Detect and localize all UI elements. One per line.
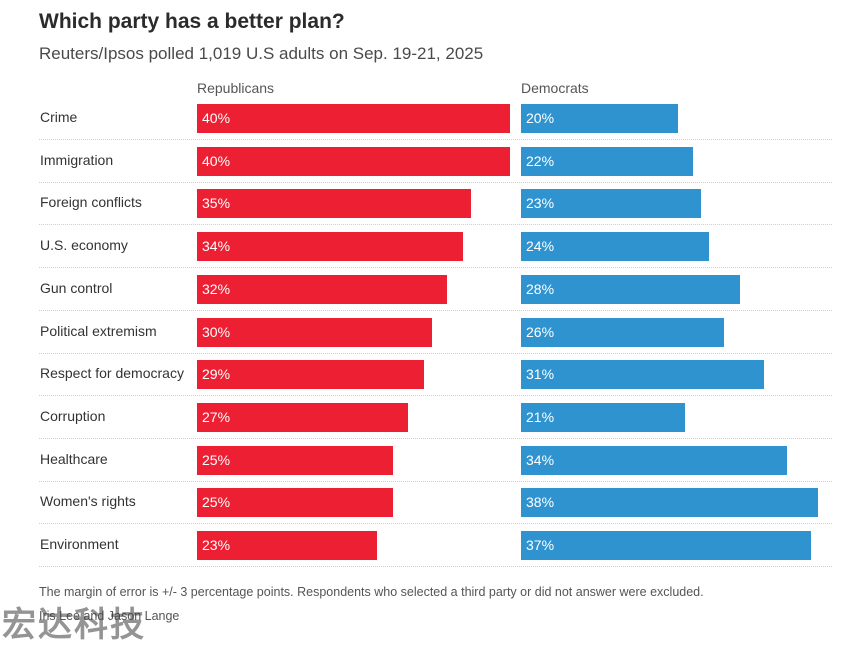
bar-value-label: 25%	[202, 494, 231, 511]
chart-row: Foreign conflicts 35% 23%	[39, 182, 832, 226]
column-header-democrats: Democrats	[521, 80, 589, 96]
footnote: The margin of error is +/- 3 percentage …	[39, 585, 704, 599]
bar-democrats: 37%	[521, 531, 811, 560]
category-label: Political extremism	[40, 322, 157, 339]
bar-value-label: 31%	[526, 366, 555, 383]
bar-republicans: 27%	[197, 402, 409, 432]
bar-value-label: 24%	[526, 238, 555, 255]
bar-democrats: 31%	[521, 360, 764, 390]
chart-row: U.S. economy 34% 24%	[39, 225, 832, 269]
bar-value-label: 27%	[202, 408, 231, 425]
chart-subtitle: Reuters/Ipsos polled 1,019 U.S adults on…	[39, 44, 484, 63]
category-label: U.S. economy	[40, 237, 128, 254]
column-header-republicans: Republicans	[197, 80, 275, 96]
bar-value-label: 30%	[202, 323, 231, 340]
bar-value-label: 21%	[526, 408, 555, 425]
category-label: Crime	[40, 109, 78, 125]
category-label: Environment	[40, 536, 119, 552]
bar-republicans: 40%	[197, 146, 510, 176]
bar-democrats: 24%	[521, 232, 709, 262]
bar-republicans: 29%	[197, 360, 424, 390]
bar-republicans: 35%	[197, 189, 471, 219]
bar-value-label: 38%	[526, 494, 555, 511]
bar-value-label: 28%	[526, 280, 555, 297]
bar-republicans: 25%	[197, 488, 393, 518]
watermark: 宏达科技	[2, 606, 146, 644]
chart-title: Which party has a better plan?	[39, 10, 345, 33]
category-label: Respect for democracy	[40, 365, 184, 382]
category-label: Gun control	[40, 279, 113, 296]
chart-row: Women's rights 25% 38%	[39, 481, 832, 525]
bar-value-label: 35%	[202, 195, 231, 212]
bar-value-label: 23%	[202, 537, 231, 553]
bar-republicans: 40%	[197, 104, 510, 133]
bar-value-label: 34%	[202, 238, 231, 255]
bar-democrats: 23%	[521, 189, 701, 219]
bar-democrats: 22%	[521, 146, 694, 176]
category-label: Healthcare	[40, 450, 108, 467]
chart-row: Environment 23% 37%	[39, 524, 832, 567]
category-label: Women's rights	[40, 493, 136, 510]
chart-row: Crime 40% 20%	[39, 97, 832, 140]
bar-republicans: 25%	[197, 445, 393, 475]
bar-value-label: 40%	[202, 110, 231, 126]
bar-value-label: 22%	[526, 152, 555, 169]
bar-republicans: 34%	[197, 232, 464, 262]
bar-value-label: 25%	[202, 451, 231, 468]
bar-democrats: 21%	[521, 402, 686, 432]
bar-value-label: 20%	[526, 110, 555, 126]
bar-democrats: 28%	[521, 274, 741, 304]
chart-row: Respect for democracy 29% 31%	[39, 353, 832, 397]
chart-row: Corruption 27% 21%	[39, 396, 832, 439]
category-label: Immigration	[40, 151, 114, 168]
chart-row: Healthcare 25% 34%	[39, 439, 832, 482]
chart-row: Gun control 32% 28%	[39, 268, 832, 311]
bar-value-label: 26%	[526, 323, 555, 340]
bar-republicans: 32%	[197, 274, 448, 304]
bar-value-label: 29%	[202, 366, 231, 383]
credit: Iris Lee and Jason Lange	[39, 609, 180, 623]
chart-row: Political extremism 30% 26%	[39, 311, 832, 354]
bar-democrats: 38%	[521, 488, 819, 518]
bar-democrats: 26%	[521, 317, 725, 347]
bar-value-label: 40%	[202, 152, 231, 169]
bar-democrats: 20%	[521, 104, 678, 133]
bar-republicans: 23%	[197, 531, 377, 560]
bar-value-label: 23%	[526, 195, 555, 212]
bar-value-label: 34%	[526, 451, 555, 468]
bar-value-label: 32%	[202, 280, 231, 297]
chart-row: Immigration 40% 22%	[39, 140, 832, 183]
category-label: Corruption	[40, 407, 106, 424]
bar-democrats: 34%	[521, 445, 788, 475]
bar-republicans: 30%	[197, 317, 432, 347]
category-label: Foreign conflicts	[40, 194, 142, 211]
bar-value-label: 37%	[526, 537, 555, 553]
